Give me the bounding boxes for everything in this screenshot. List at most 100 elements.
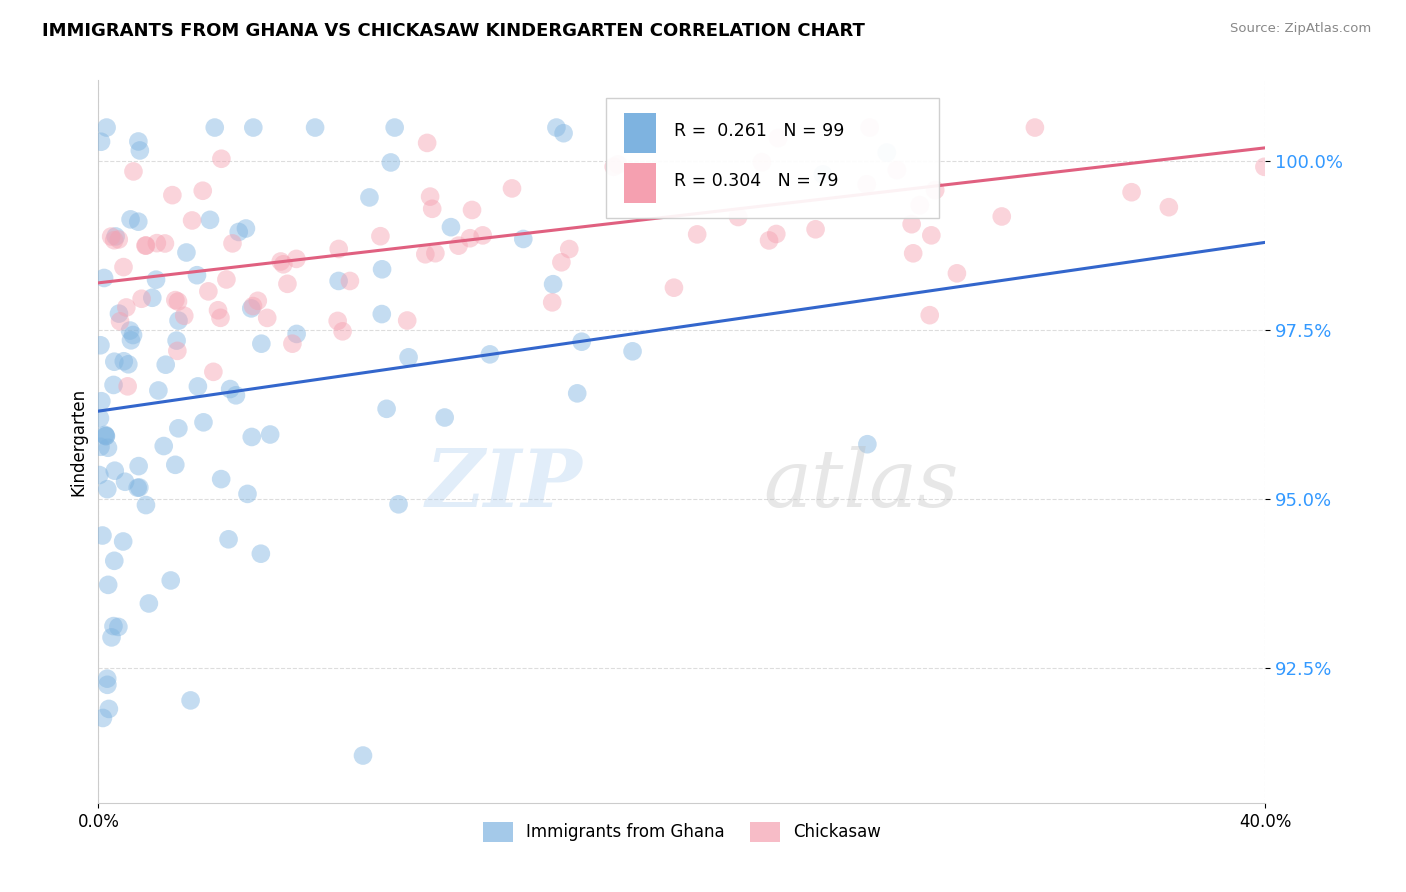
- Point: [90, 394, 112, 409]
- Point: [112, 354, 135, 368]
- Point: [112, 534, 135, 549]
- Point: [359, 190, 381, 204]
- Point: [97, 441, 120, 455]
- Point: [128, 144, 150, 158]
- Point: [236, 487, 259, 501]
- Point: [191, 184, 214, 198]
- Point: [908, 198, 931, 212]
- Point: [855, 178, 877, 192]
- Point: [107, 620, 129, 634]
- Point: [155, 358, 177, 372]
- FancyBboxPatch shape: [606, 98, 939, 218]
- Point: [876, 145, 898, 160]
- Point: [96, 482, 118, 496]
- Point: [91, 711, 114, 725]
- Point: [221, 236, 243, 251]
- Point: [478, 347, 501, 361]
- Point: [384, 120, 406, 135]
- Point: [946, 266, 969, 280]
- Point: [371, 307, 394, 321]
- Point: [122, 164, 145, 178]
- Point: [209, 152, 232, 166]
- Text: Source: ZipAtlas.com: Source: ZipAtlas.com: [1230, 22, 1371, 36]
- Point: [207, 303, 229, 318]
- Point: [94, 429, 117, 443]
- Point: [112, 260, 135, 274]
- Point: [159, 574, 181, 588]
- Point: [96, 672, 118, 686]
- Point: [114, 475, 136, 489]
- Point: [107, 232, 129, 246]
- Point: [804, 222, 827, 236]
- Point: [924, 183, 946, 197]
- Point: [419, 189, 441, 203]
- Point: [146, 236, 169, 251]
- Point: [180, 693, 202, 707]
- Point: [103, 355, 125, 369]
- Point: [250, 336, 273, 351]
- Point: [621, 344, 644, 359]
- Point: [131, 292, 153, 306]
- Point: [396, 313, 419, 327]
- Point: [187, 379, 209, 393]
- Point: [89, 440, 111, 454]
- Point: [246, 293, 269, 308]
- Point: [100, 229, 122, 244]
- Point: [727, 210, 749, 224]
- Point: [96, 120, 118, 135]
- Point: [176, 245, 198, 260]
- Point: [209, 472, 232, 486]
- Point: [108, 307, 131, 321]
- Point: [97, 578, 120, 592]
- Point: [166, 343, 188, 358]
- Point: [173, 309, 195, 323]
- Point: [228, 225, 250, 239]
- Point: [117, 379, 139, 393]
- Point: [1121, 185, 1143, 199]
- Point: [186, 268, 208, 283]
- Point: [197, 285, 219, 299]
- Point: [471, 228, 494, 243]
- Point: [1253, 160, 1275, 174]
- Point: [339, 274, 361, 288]
- Point: [166, 334, 188, 348]
- Point: [751, 155, 773, 169]
- Point: [138, 597, 160, 611]
- Point: [117, 357, 139, 371]
- Point: [103, 233, 125, 247]
- Point: [326, 314, 349, 328]
- Point: [240, 430, 263, 444]
- Point: [115, 301, 138, 315]
- Point: [766, 131, 789, 145]
- Point: [242, 299, 264, 313]
- Point: [571, 334, 593, 349]
- Point: [433, 410, 456, 425]
- Point: [281, 336, 304, 351]
- Point: [89, 338, 111, 352]
- Point: [242, 120, 264, 135]
- Point: [328, 274, 350, 288]
- Point: [567, 386, 589, 401]
- Point: [165, 458, 187, 472]
- Point: [93, 271, 115, 285]
- Point: [370, 229, 392, 244]
- Point: [204, 120, 226, 135]
- Text: IMMIGRANTS FROM GHANA VS CHICKASAW KINDERGARTEN CORRELATION CHART: IMMIGRANTS FROM GHANA VS CHICKASAW KINDE…: [42, 22, 865, 40]
- Point: [607, 157, 630, 171]
- Point: [501, 181, 523, 195]
- Point: [558, 242, 581, 256]
- Point: [550, 255, 572, 269]
- Point: [304, 120, 326, 135]
- Point: [104, 464, 127, 478]
- Point: [91, 528, 114, 542]
- Text: ZIP: ZIP: [426, 446, 582, 524]
- Point: [332, 324, 354, 338]
- Point: [352, 748, 374, 763]
- Point: [758, 234, 780, 248]
- Point: [127, 481, 149, 495]
- Point: [103, 554, 125, 568]
- Point: [128, 481, 150, 495]
- Point: [135, 498, 157, 512]
- Point: [103, 619, 125, 633]
- Bar: [624, 112, 657, 153]
